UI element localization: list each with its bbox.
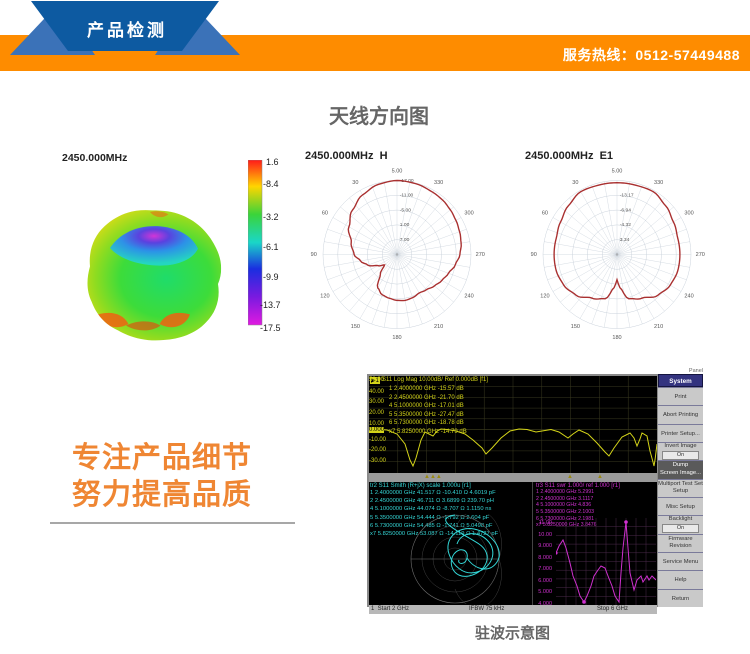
svg-text:270: 270 <box>476 252 485 258</box>
svg-text:180: 180 <box>612 335 621 341</box>
svg-text:330: 330 <box>654 180 663 186</box>
svg-text:30: 30 <box>352 180 358 186</box>
svg-text:30: 30 <box>572 180 578 186</box>
svg-text:240: 240 <box>464 294 473 300</box>
svg-text:210: 210 <box>654 324 663 330</box>
svg-text:3.34: 3.34 <box>620 237 630 243</box>
svg-text:270: 270 <box>696 252 705 258</box>
svg-text:-5.00: -5.00 <box>400 207 411 213</box>
svg-text:90: 90 <box>311 252 317 258</box>
svg-text:150: 150 <box>571 324 580 330</box>
svg-text:120: 120 <box>320 294 329 300</box>
svg-text:-11.00: -11.00 <box>400 193 414 199</box>
svg-text:150: 150 <box>351 324 360 330</box>
svg-text:-6.94: -6.94 <box>620 207 631 213</box>
svg-text:330: 330 <box>434 180 443 186</box>
svg-text:180: 180 <box>392 335 401 341</box>
svg-text:5.00: 5.00 <box>392 169 403 175</box>
svg-text:210: 210 <box>434 324 443 330</box>
svg-text:-4.32: -4.32 <box>620 222 631 228</box>
svg-text:-13.17: -13.17 <box>620 193 634 199</box>
svg-text:90: 90 <box>531 252 537 258</box>
svg-text:1.00: 1.00 <box>400 222 410 228</box>
svg-text:300: 300 <box>684 210 693 216</box>
svg-text:60: 60 <box>322 210 328 216</box>
svg-text:7.00: 7.00 <box>400 237 410 243</box>
svg-text:60: 60 <box>542 210 548 216</box>
svg-text:300: 300 <box>464 210 473 216</box>
svg-text:120: 120 <box>540 294 549 300</box>
svg-text:5.00: 5.00 <box>612 169 623 175</box>
svg-text:240: 240 <box>684 294 693 300</box>
